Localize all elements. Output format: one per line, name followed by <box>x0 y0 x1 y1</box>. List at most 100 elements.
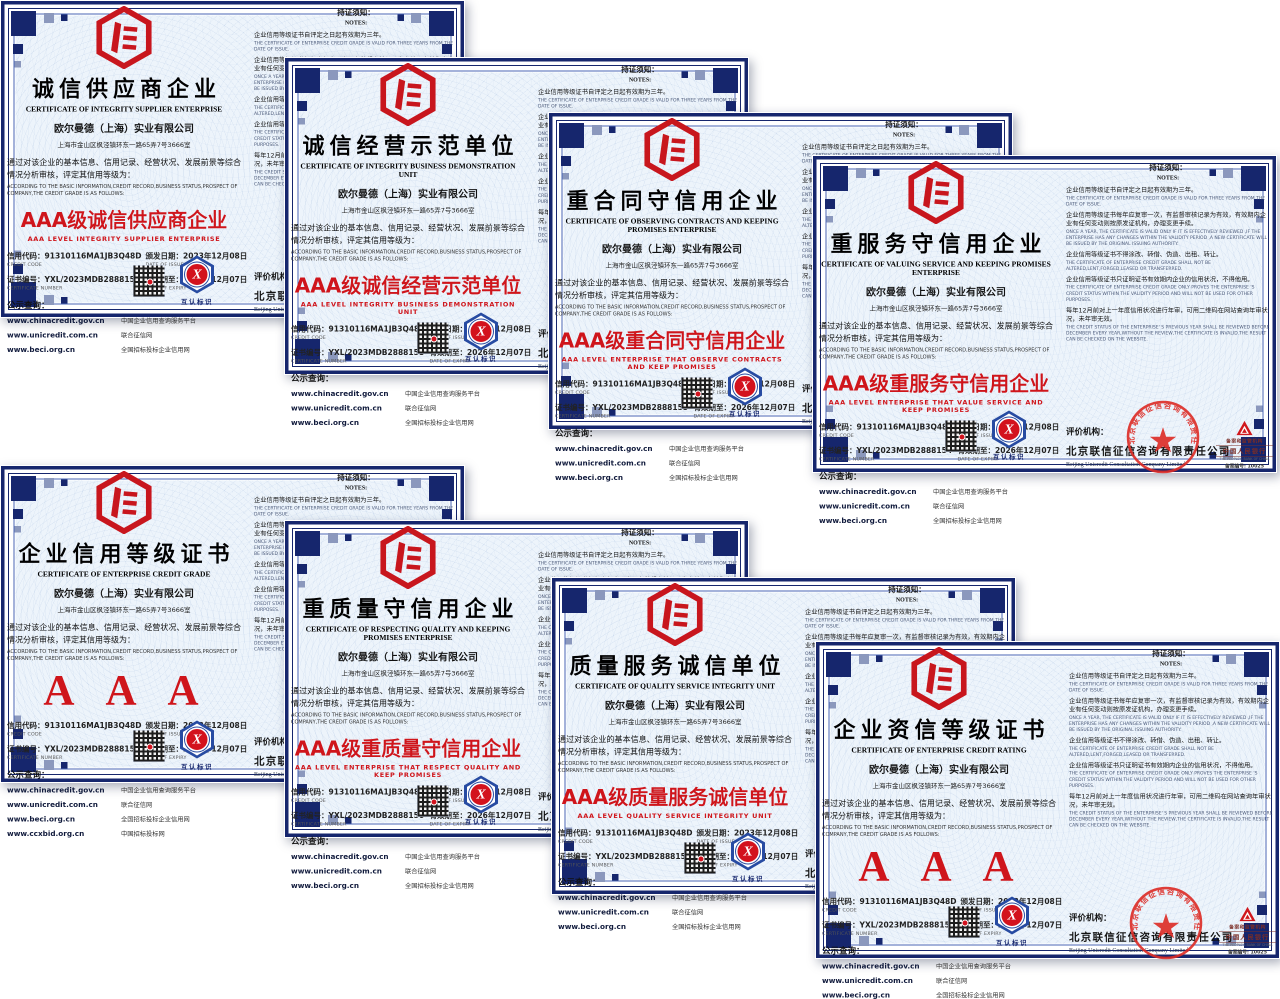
expiry-date-value: 2026年12月07日 <box>467 810 532 820</box>
certificate-main-column: 重质量守信用企业 CERTIFICATE OF RESPECTING QUALI… <box>291 525 531 890</box>
website-url: www.beci.org.cn <box>7 345 75 354</box>
website-list: www.chinacredit.gov.cn 中国企业信用查询服务平台 www.un… <box>555 443 789 482</box>
note-item-english: THE CREDIT STATUS OF THE ENTERPRISE' S P… <box>1069 810 1273 829</box>
mutual-recognition-badge: X 互认标识 <box>989 896 1035 947</box>
company-address: 上海市金山区枫泾镇环东一路65弄7号3666室 <box>57 606 191 615</box>
certificate-number-cell: 证书编号：YXL/2023MDB2888154 CERTIFICATE NUMB… <box>819 445 954 462</box>
website-list: www.chinacredit.gov.cn 中国企业信用查询服务平台 www.un… <box>7 315 241 354</box>
credit-code-cell: 信用代码：91310116MA1JB3Q48D CREDIT CODE <box>822 896 957 913</box>
mutual-recognition-badge: X 互认标识 <box>725 832 771 884</box>
note-item-english: ONCE A YEAR, THE CERTIFICATE IS VALID ON… <box>1069 715 1270 733</box>
certificate-number-value: YXL/2023MDB2888157 <box>595 851 692 861</box>
qr-code <box>681 377 713 409</box>
mutual-recognition-badge: X 互认标识 <box>986 410 1032 461</box>
aaa-rating-line-english: AAA LEVEL QUALITY SERVICE INTEGRITY UNIT <box>577 812 773 820</box>
certificate-title-english: CERTIFICATE OF VALUING SERVICE AND KEEPI… <box>821 260 1051 278</box>
certificate-number-label: 证书编号： <box>822 920 860 930</box>
credit-code-caption: CREDIT CODE <box>819 432 855 439</box>
assessment-text: 通过对该企业的基本信息、信用记录、经营状况、发展前景等综合情况分析审核，评定其信… <box>555 278 789 300</box>
website-description: 中国企业信用查询服务平台 <box>405 852 481 861</box>
certificate-number-caption: CERTIFICATE NUMBER <box>7 754 63 761</box>
credit-code-value: 91310116MA1JB3Q48D <box>859 896 957 906</box>
issue-date-caption: DATE OF ISSUE <box>697 838 735 845</box>
agency-label: 评价机构： <box>1069 913 1112 923</box>
assessment-text: 通过对该企业的基本信息、信用记录、经营状况、发展前景等综合情况分析审核，评定其信… <box>7 622 241 645</box>
website-url: www.beci.org.cn <box>819 516 887 525</box>
website-row: www.ccxbid.org.cn 中国招标投标网 <box>7 828 241 838</box>
credit-hexagon-logo-icon <box>911 647 967 710</box>
company-address: 上海市金山区枫泾镇环东一路65弄7号3666室 <box>57 141 191 150</box>
website-url: www.chinacredit.gov.cn <box>822 962 920 971</box>
credit-code-cell: 信用代码：91310116MA1JB3Q48D CREDIT CODE <box>7 720 142 737</box>
notes-title: 持证须知： <box>1149 163 1187 172</box>
website-row: www.beci.org.cn 全国招标投标企业信用网 <box>7 344 241 354</box>
credit-code-label: 信用代码： <box>7 720 45 730</box>
credit-code-label: 信用代码： <box>555 379 593 389</box>
issue-date-value: 2023年12月08日 <box>998 896 1063 906</box>
regulator-line3: THE PEOPLE'S BANK OF CHINA <box>1222 943 1273 947</box>
certificate-number-cell: 证书编号：YXL/2023MDB2888159 CERTIFICATE NUMB… <box>7 274 142 291</box>
website-row: www.chinacredit.gov.cn 中国企业信用查询服务平台 <box>819 486 1053 496</box>
badge-hexagon-icon: X <box>728 367 762 406</box>
credit-code-caption: CREDIT CODE <box>555 389 591 396</box>
website-row: www.chinacredit.gov.cn 中国企业信用查询服务平台 <box>555 443 789 453</box>
website-description: 联合征信网 <box>405 867 437 875</box>
certificate-title-english: CERTIFICATE OF OBSERVING CONTRACTS AND K… <box>565 217 779 235</box>
badge-hexagon-icon: X <box>180 720 214 759</box>
agency-red-seal: 北京联信征信咨询有限责任公司 <box>1125 399 1200 474</box>
website-row: www.beci.org.cn 全国招标投标企业信用网 <box>819 515 1053 525</box>
badge-caption: 互认标识 <box>731 875 764 884</box>
certificate-number-caption: CERTIFICATE NUMBER <box>291 358 347 364</box>
credit-code-cell: 信用代码：91310116MA1JB3Q48D CREDIT CODE <box>291 323 426 340</box>
credit-hexagon-logo-icon <box>96 471 152 534</box>
note-item-chinese: 企业信用等级证书自评定之日起有效期为三年。 <box>1069 672 1201 680</box>
website-row: www.unicredit.com.cn 联合征信网 <box>291 403 525 412</box>
badge-hexagon-icon: X <box>180 255 214 294</box>
regulator-block: 备案和监管机构 中国人民银行 THE PEOPLE'S BANK OF CHIN… <box>1219 906 1276 955</box>
certificate-number-value: YXL/2023MDB2888155 <box>592 402 689 412</box>
note-item-chinese: 企业信用等级证书自评定之日起有效期为三年。 <box>254 496 386 504</box>
assessment-text: 通过对该企业的基本信息、信用记录、经营状况、发展前景等综合情况分析审核，评定其信… <box>291 686 525 708</box>
website-description: 中国企业信用查询服务平台 <box>936 962 1012 970</box>
website-description: 联合征信网 <box>936 976 968 985</box>
website-url: www.unicredit.com.cn <box>558 908 649 917</box>
website-description: 联合征信网 <box>669 459 701 467</box>
website-description: 中国企业信用查询服务平台 <box>672 893 748 902</box>
certificate-title-english: CERTIFICATE OF ENTERPRISE CREDIT RATING <box>851 746 1027 755</box>
website-row: www.unicredit.com.cn 联合征信网 <box>822 975 1056 985</box>
badge-hexagon-icon: X <box>992 410 1026 449</box>
website-description: 联合征信网 <box>672 908 704 916</box>
website-row: www.unicredit.com.cn 联合征信网 <box>7 799 241 809</box>
badge-x-icon: X <box>736 839 760 864</box>
certificate-title: 诚信经营示范单位 <box>302 133 519 160</box>
badge-hexagon-icon: X <box>464 775 498 814</box>
note-item-english: THE CERTIFICATE OF ENTERPRISE CREDIT GRA… <box>538 560 738 572</box>
website-url: www.beci.org.cn <box>558 922 626 931</box>
website-url: www.beci.org.cn <box>291 881 359 890</box>
notes-title-english: NOTES: <box>628 539 652 546</box>
certificate-number-cell: 证书编号：YXL/2023MDB2888158 CERTIFICATE NUMB… <box>291 347 426 364</box>
credit-code-value: 91310116MA1JB3Q48D <box>328 787 426 797</box>
issue-date-value: 2023年12月08日 <box>467 787 532 797</box>
note-item-english: THE CERTIFICATE OF ENTERPRISE CREDIT GRA… <box>1069 771 1258 789</box>
website-description: 联合征信网 <box>405 404 437 412</box>
mutual-recognition-badge: X 互认标识 <box>722 367 768 418</box>
company-address: 上海市金山区枫泾镇环东一路65弄7号3666室 <box>869 305 1003 313</box>
certificate-title: 重服务守信用企业 <box>830 231 1047 258</box>
website-description: 全国招标投标企业信用网 <box>669 473 738 482</box>
website-description: 中国企业信用查询服务平台 <box>405 389 481 398</box>
credit-hexagon-logo-icon <box>647 583 703 646</box>
badge-x-icon: X <box>1000 903 1024 928</box>
notes-list: 企业信用等级证书自评定之日起有效期为三年。THE CERTIFICATE OF … <box>1066 186 1270 343</box>
credit-code-cell: 信用代码：91310116MA1JB3Q48D CREDIT CODE <box>558 827 693 844</box>
website-row: www.chinacredit.gov.cn 中国企业信用查询服务平台 <box>558 892 792 902</box>
website-description: 中国企业信用查询服务平台 <box>121 316 197 325</box>
aaa-rating-line-english: AAA LEVEL ENTERPRISE THAT RESPECT QUALIT… <box>294 763 521 779</box>
aaa-rating-line: AAA级质量服务诚信单位 <box>561 785 789 809</box>
seal-star-icon <box>1149 427 1177 453</box>
website-url: www.chinacredit.gov.cn <box>7 786 105 795</box>
assessment-text: 通过对该企业的基本信息、信用记录、经营状况、发展前景等综合情况分析审核，评定其信… <box>558 734 792 757</box>
notes-title-english: NOTES: <box>344 484 368 491</box>
credit-code-value: 91310116MA1JB3Q48D <box>44 720 142 730</box>
website-row: www.unicredit.com.cn 联合征信网 <box>558 907 792 917</box>
